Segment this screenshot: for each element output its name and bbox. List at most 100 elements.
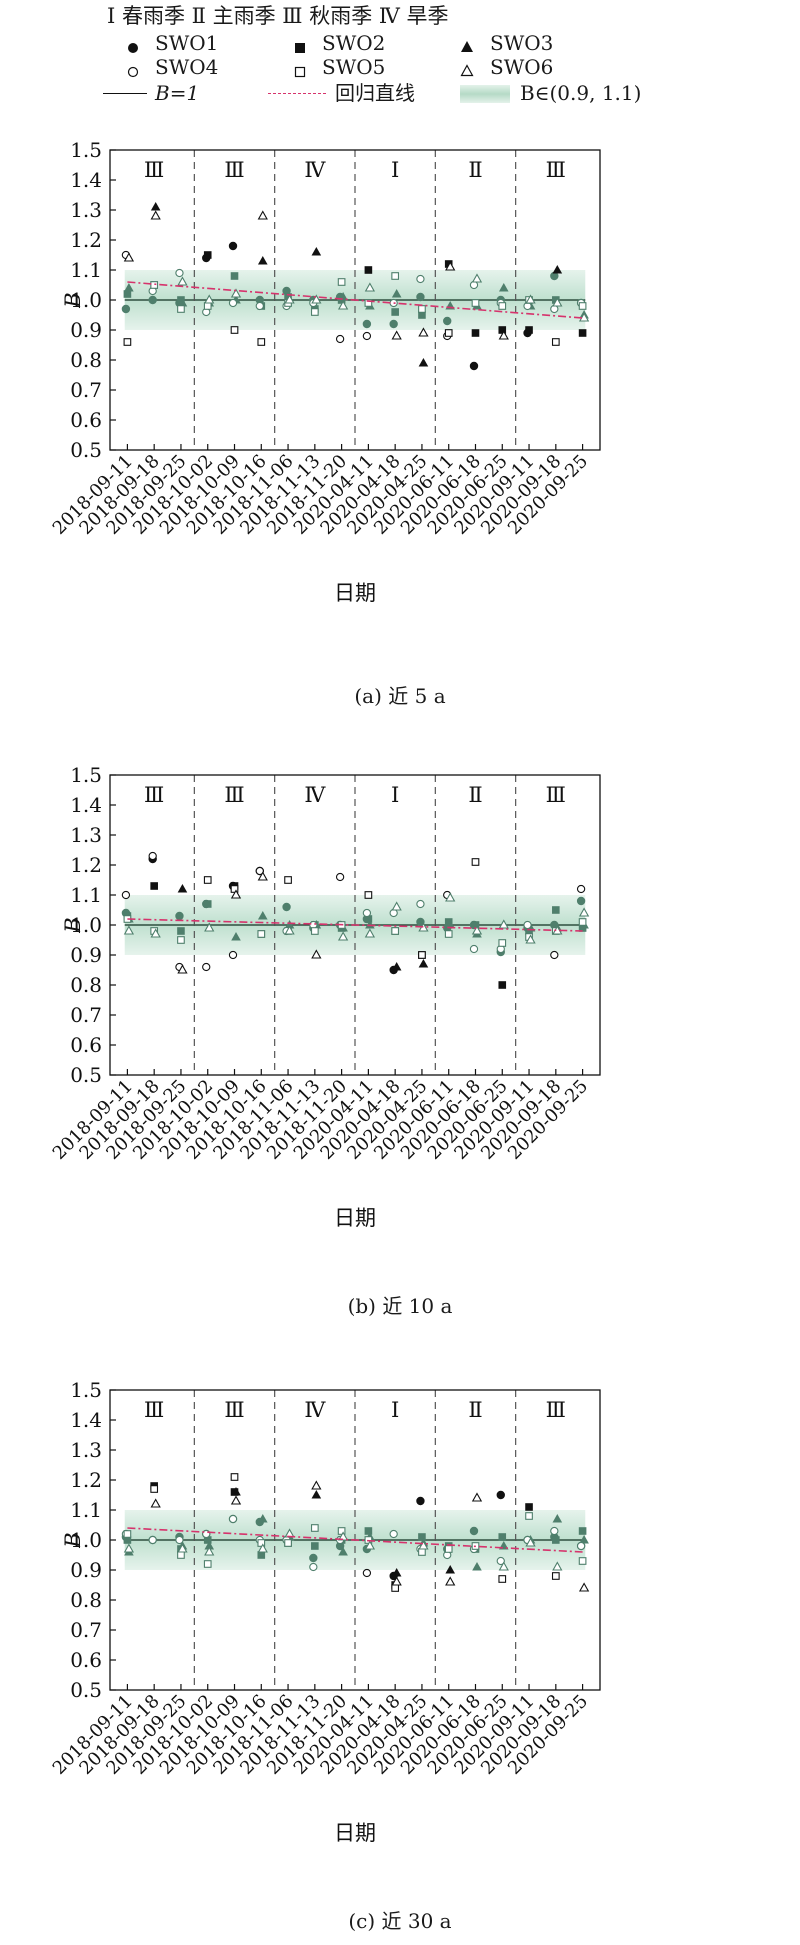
data-point-swo1: [282, 286, 291, 296]
data-point-swo5: [177, 305, 185, 313]
data-point-swo5: [364, 299, 373, 307]
x-axis-label: 日期: [334, 1821, 376, 1845]
data-point-swo4: [175, 268, 184, 278]
data-point-swo1: [576, 896, 586, 906]
data-point-swo2: [230, 272, 239, 280]
swo3-legend-marker: [460, 38, 474, 57]
data-point-swo6: [391, 901, 402, 911]
season-label: Ⅲ: [224, 783, 244, 807]
data-point-swo1: [469, 1526, 479, 1536]
data-point-swo5: [498, 939, 507, 947]
data-point-swo5: [578, 918, 587, 926]
data-point-swo5: [418, 1548, 426, 1556]
data-point-swo6: [257, 871, 268, 881]
y-tick-label: 0.6: [70, 408, 102, 432]
chart-a-caption: (a) 近 5 a: [354, 684, 446, 708]
y-tick-label: 1.1: [70, 258, 102, 282]
data-point-swo2: [391, 308, 399, 316]
chart-c: Ⅲ Ⅲ Ⅳ Ⅰ Ⅱ Ⅲ 0.5 0.6 0.7 0.8 0.9 1.0 1.1 1.2 1.3 1.4 1.5 B…: [49, 1378, 601, 1845]
data-point-swo4: [175, 1535, 184, 1545]
data-point-swo4: [362, 1568, 372, 1578]
data-point-swo5: [391, 1584, 400, 1592]
data-point-swo2: [578, 1527, 587, 1535]
season-label: Ⅰ: [391, 783, 399, 807]
data-point-swo2: [418, 311, 426, 319]
season-label: Ⅱ: [468, 1398, 482, 1422]
data-point-swo3: [177, 884, 188, 893]
data-point-swo6: [445, 892, 456, 902]
data-point-swo4: [362, 908, 372, 918]
data-point-swo4: [228, 1514, 238, 1524]
data-point-swo6: [525, 1537, 536, 1547]
band-legend-label: B∈(0.9, 1.1): [520, 81, 642, 105]
season-label: Ⅰ: [391, 158, 399, 182]
data-point-swo6: [578, 907, 590, 917]
y-tick-label: 0.7: [70, 378, 102, 402]
x-axis-label: 日期: [334, 1206, 376, 1230]
y-tick-label: 1.4: [70, 1408, 102, 1432]
data-point-swo6: [150, 1498, 161, 1508]
data-point-swo5: [310, 308, 319, 316]
data-point-swo1: [416, 292, 425, 302]
data-point-swo3: [552, 1514, 563, 1523]
data-point-swo2: [150, 882, 158, 890]
data-point-swo2: [203, 251, 212, 259]
data-point-swo6: [150, 210, 161, 220]
season-label: Ⅰ: [391, 1398, 399, 1422]
y-tick-label: 1.1: [70, 1498, 102, 1522]
data-point-swo1: [148, 295, 157, 305]
data-point-swo2: [578, 329, 587, 337]
data-point-swo6: [578, 1582, 590, 1592]
y-tick-label: 1.3: [70, 1438, 102, 1462]
data-point-swo5: [284, 876, 292, 884]
data-point-swo6: [177, 1543, 188, 1553]
data-point-swo6: [257, 210, 268, 220]
data-point-swo3: [231, 1487, 241, 1496]
regression-line: [127, 281, 583, 319]
data-point-swo6: [257, 1543, 268, 1553]
data-point-swo6: [471, 1492, 483, 1502]
y-tick-label: 0.6: [70, 1033, 102, 1057]
data-point-swo4: [416, 899, 425, 909]
data-point-swo6: [498, 919, 509, 929]
data-point-swo1: [175, 911, 184, 921]
data-point-swo3: [498, 283, 509, 292]
data-point-swo6: [364, 1540, 376, 1550]
y-tick-label: 0.8: [70, 973, 102, 997]
data-point-swo5: [444, 329, 453, 337]
y-tick-label: 1.0: [70, 288, 102, 312]
data-point-swo5: [203, 1560, 212, 1568]
data-point-swo4: [335, 334, 345, 344]
data-point-swo2: [498, 326, 507, 334]
data-point-swo6: [445, 1576, 456, 1586]
data-point-swo2: [498, 1533, 507, 1541]
data-point-swo6: [284, 294, 295, 304]
data-point-swo4: [550, 950, 559, 960]
data-point-swo1: [335, 1541, 345, 1551]
data-point-swo3: [311, 247, 322, 256]
data-point-swo6: [123, 1543, 135, 1553]
regression-line: [127, 918, 583, 932]
y-tick-label: 1.2: [70, 853, 102, 877]
y-tick-label: 1.0: [70, 913, 102, 937]
data-point-swo3: [338, 1547, 348, 1556]
data-point-swo3: [552, 265, 563, 274]
season-label: Ⅲ: [546, 1398, 566, 1422]
data-point-swo5: [230, 326, 239, 334]
y-tick-label: 0.5: [70, 1678, 102, 1702]
data-point-swo6: [177, 964, 188, 974]
data-point-swo2: [552, 296, 560, 304]
data-point-swo6: [230, 1495, 242, 1505]
y-axis-label: B: [61, 292, 85, 308]
data-point-swo1: [443, 316, 452, 326]
data-point-swo6: [123, 252, 135, 262]
data-point-swo6: [204, 922, 215, 932]
data-point-swo3: [579, 1535, 589, 1544]
data-point-swo2: [364, 266, 373, 274]
data-point-swo2: [203, 1536, 212, 1544]
swo1-legend-label: SWO1: [155, 31, 219, 55]
season-label: Ⅲ: [224, 158, 244, 182]
data-point-swo6: [230, 889, 242, 899]
data-point-swo4: [576, 884, 586, 894]
data-point-swo1: [362, 319, 372, 329]
